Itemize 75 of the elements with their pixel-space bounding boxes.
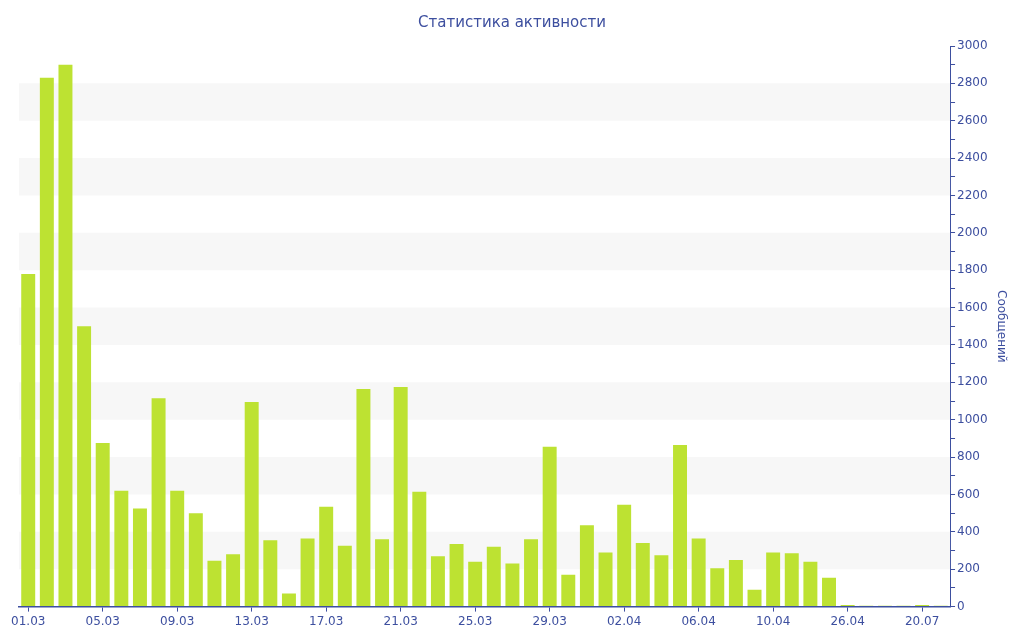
bar [784, 553, 799, 607]
y-tick-label: 1600 [957, 299, 988, 314]
x-tick-label: 13.03 [234, 613, 269, 628]
y-tick-label: 400 [957, 523, 980, 538]
chart-title: Статистика активности [418, 12, 606, 31]
x-tick-label: 01.03 [11, 613, 46, 628]
bar [375, 539, 390, 607]
bar [673, 444, 688, 607]
y-tick-label: 800 [957, 449, 980, 464]
bar [728, 559, 743, 607]
y-tick-label: 2600 [957, 112, 988, 127]
y-tick-label: 1400 [957, 337, 988, 352]
bar [766, 552, 781, 607]
bar [393, 387, 408, 607]
bar [188, 513, 203, 607]
bar [803, 561, 818, 607]
bar [710, 568, 725, 607]
y-tick-label: 2000 [957, 224, 988, 239]
x-tick-label: 29.03 [532, 613, 567, 628]
bar [654, 555, 669, 607]
bar [579, 525, 594, 607]
bar [412, 491, 427, 607]
bar [170, 490, 185, 607]
bar [598, 552, 613, 607]
bar [39, 77, 54, 607]
bar [132, 508, 147, 607]
x-tick-label: 10.04 [755, 613, 791, 628]
x-tick-label: 05.03 [85, 613, 120, 628]
x-tick-label: 06.04 [681, 613, 716, 628]
bar [822, 577, 836, 607]
bar [468, 561, 483, 607]
y-tick-label: 3000 [957, 38, 988, 53]
x-tick-label: 02.04 [606, 613, 642, 628]
y-tick-label: 1200 [957, 374, 988, 389]
x-tick-label: 21.03 [383, 613, 418, 628]
y-tick-label: 1000 [957, 411, 988, 426]
y-tick-label: 2800 [957, 75, 988, 90]
bar [281, 593, 296, 607]
y-tick-label: 600 [957, 486, 980, 501]
x-tick-label: 17.03 [309, 613, 344, 628]
bar [319, 506, 334, 607]
x-tick-label: 09.03 [160, 613, 195, 628]
bar [337, 545, 352, 607]
bar [95, 443, 110, 607]
y-tick-label: 1800 [957, 262, 988, 277]
bar [430, 556, 445, 607]
bar [524, 539, 539, 607]
bar [21, 273, 36, 607]
y-tick-label: 200 [957, 561, 980, 576]
bar [505, 563, 520, 607]
bar [486, 546, 501, 607]
bar [635, 543, 650, 607]
bar [58, 64, 73, 607]
y-axis-title: Сообщений [994, 290, 1009, 363]
bar [449, 544, 464, 607]
bar [263, 540, 278, 607]
bar [77, 326, 92, 607]
bar [542, 446, 557, 607]
bar [561, 574, 576, 607]
y-tick-label: 2200 [957, 187, 988, 202]
bar [151, 398, 166, 607]
bar [207, 560, 222, 607]
x-tick-label: 26.04 [830, 613, 865, 628]
bar [356, 388, 371, 607]
bar [691, 538, 706, 607]
x-tick-label: 25.03 [457, 613, 493, 628]
bar [226, 554, 241, 607]
bar [300, 538, 315, 607]
bar [244, 401, 259, 607]
x-tick-label: 20.07 [904, 613, 940, 628]
bar [747, 589, 762, 607]
y-tick-label: 0 [957, 598, 965, 613]
y-tick-label: 2400 [957, 150, 988, 165]
bar [114, 490, 129, 607]
bar [617, 504, 632, 607]
